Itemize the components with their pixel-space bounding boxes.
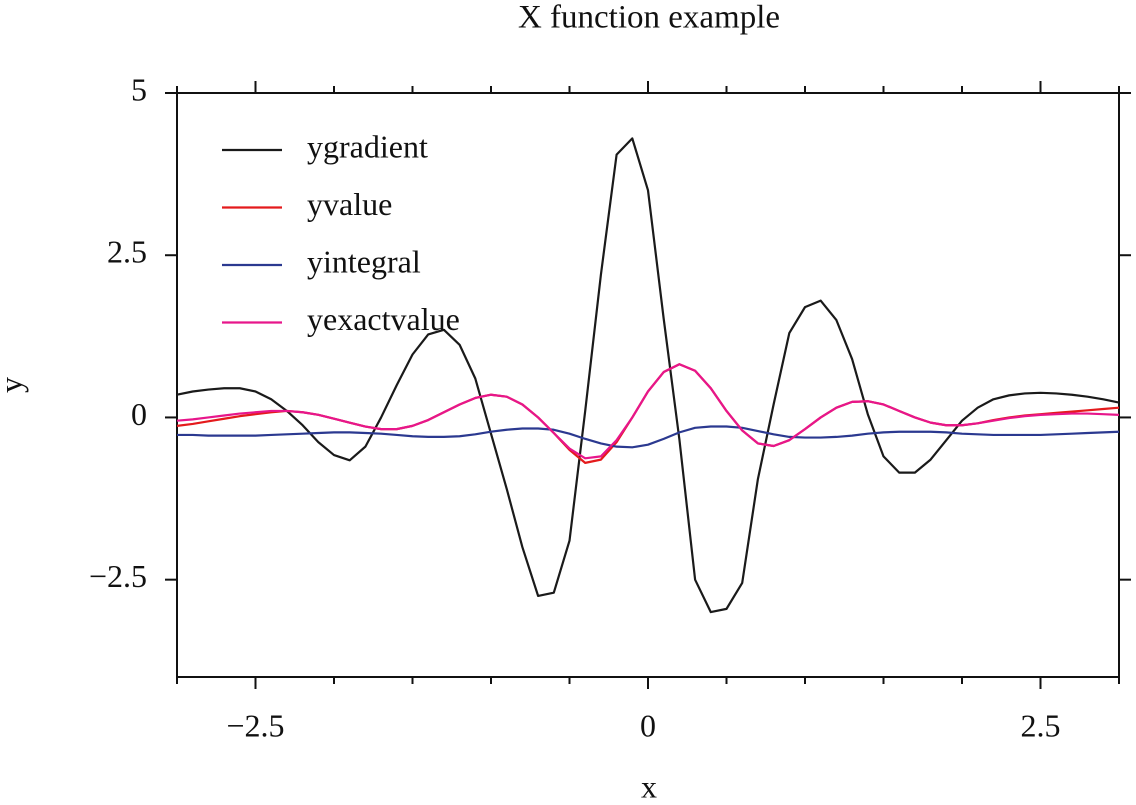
legend-label: yexactvalue	[307, 301, 460, 337]
x-axis-label: x	[641, 768, 657, 804]
data-line	[177, 425, 1120, 449]
legend-label: yintegral	[307, 243, 421, 279]
chart-title: X function example	[518, 0, 780, 36]
y-tick-label: −2.5	[89, 558, 147, 594]
y-tick-label: 5	[131, 71, 147, 107]
x-tick-label: 0	[640, 707, 656, 743]
data-line	[176, 137, 1120, 614]
plot-frame	[176, 92, 1120, 678]
data-line	[176, 363, 1120, 460]
y-axis-label: y	[0, 377, 28, 393]
x-tick-label: −2.5	[226, 707, 284, 743]
y-tick-label: 2.5	[107, 234, 147, 270]
y-tick-label: 0	[131, 396, 147, 432]
x-tick-label: 2.5	[1021, 707, 1061, 743]
legend-label: ygradient	[307, 128, 428, 164]
data-line	[176, 363, 1120, 464]
legend-label: yvalue	[307, 186, 392, 222]
